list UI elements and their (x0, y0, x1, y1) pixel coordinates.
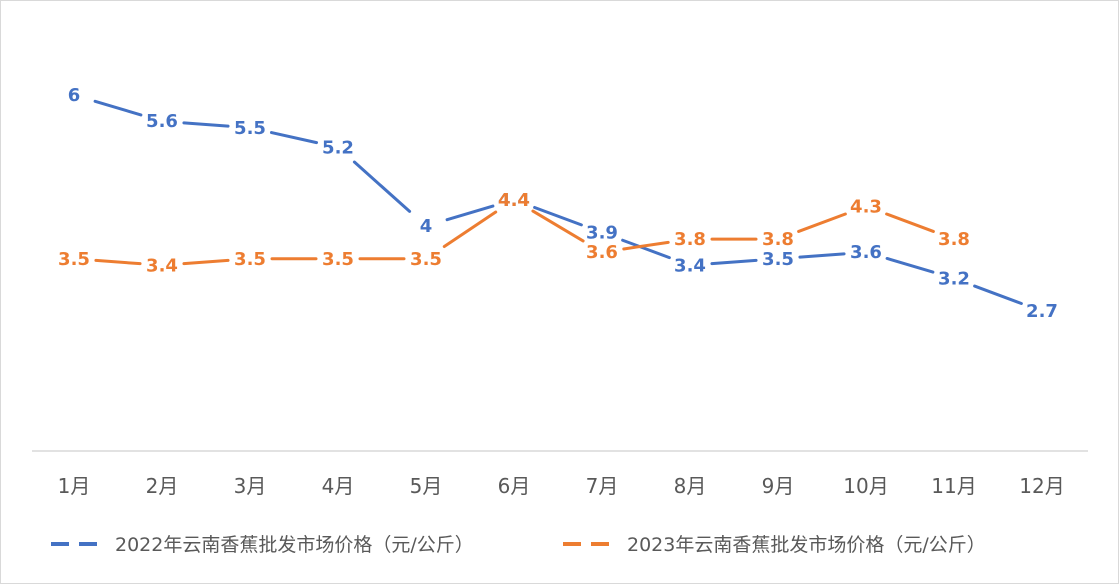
series-0-line-segment (885, 256, 935, 274)
legend-item-2023[interactable]: 2023年云南香蕉批发市场价格（元/公斤） (563, 534, 986, 556)
series-1-data-label: 4.4 (498, 190, 530, 211)
legend-label-2023: 2023年云南香蕉批发市场价格（元/公斤） (627, 534, 986, 556)
series-0-data-label: 5.5 (234, 118, 266, 139)
x-tick-label: 7月 (586, 474, 619, 498)
series-0-line-segment (973, 284, 1023, 305)
series-0-line-segment (710, 258, 758, 266)
series-0-line-segment (93, 99, 143, 117)
series-0-data-label: 3.5 (762, 249, 794, 270)
series-0-data-label: 5.2 (322, 137, 354, 158)
series-1-line-segment (622, 240, 670, 251)
x-tick-label: 4月 (322, 474, 355, 498)
data-labels: 6 5.6 5.5 5.2 4 4.4 3.9 3.4 3.5 3.6 3.2 2.7 3.5 3.4 3.… (58, 85, 1058, 322)
x-tick-label: 5月 (410, 474, 443, 498)
series-1-data-label: 3.5 (58, 249, 90, 270)
series-1-data-label: 3.8 (674, 229, 706, 250)
series-0-data-label: 3.2 (938, 268, 970, 289)
series-0-data-label: 4.4 (498, 190, 530, 211)
series-0-data-label: 3.6 (850, 242, 882, 263)
x-tick-label: 2月 (146, 474, 179, 498)
series-0-line-segment (269, 131, 319, 145)
series-1-data-label: 3.4 (146, 255, 178, 276)
series-0-line-segment (182, 121, 230, 128)
legend: 2022年云南香蕉批发市场价格（元/公斤） 2023年云南香蕉批发市场价格（元/… (51, 534, 986, 556)
series-0-line-segment (533, 205, 583, 227)
series-0-line-segment (352, 160, 412, 213)
x-tick-label: 11月 (931, 474, 976, 498)
legend-label-2022: 2022年云南香蕉批发市场价格（元/公斤） (115, 534, 474, 556)
series-1-data-label: 3.5 (410, 249, 442, 270)
series-0-line-segment (445, 204, 495, 222)
series-lines (93, 99, 1023, 305)
series-0-line-segment (621, 238, 671, 260)
series-0-data-label: 4 (420, 216, 433, 237)
series-1-line-segment (94, 258, 142, 266)
series-1-data-label: 3.8 (762, 229, 794, 250)
series-1-data-label: 4.3 (850, 196, 882, 217)
x-tick-label: 3月 (234, 474, 267, 498)
x-tick-label: 9月 (762, 474, 795, 498)
series-1-data-label: 3.8 (938, 229, 970, 250)
x-tick-label: 6月 (498, 474, 531, 498)
series-0-data-label: 6 (68, 85, 81, 106)
series-1-line-segment (797, 212, 847, 233)
series-1-line-segment (442, 210, 498, 249)
x-tick-label: 10月 (843, 474, 888, 498)
series-1-line-segment (885, 212, 935, 233)
series-0-data-label: 2.7 (1026, 301, 1058, 322)
series-0-data-label: 3.4 (674, 255, 706, 276)
series-0-line-segment (798, 252, 846, 259)
series-1-line-segment (531, 209, 585, 243)
series-0-data-label: 5.6 (146, 111, 178, 132)
series-0-data-label: 3.9 (586, 223, 618, 244)
series-1-data-label: 3.5 (322, 249, 354, 270)
x-tick-label: 8月 (674, 474, 707, 498)
x-tick-label: 1月 (58, 474, 91, 498)
x-axis-tick-labels: 1月 2月 3月 4月 5月 6月 7月 8月 9月 10月 11月 12月 (58, 474, 1065, 498)
series-1-line-segment (182, 258, 230, 266)
legend-item-2022[interactable]: 2022年云南香蕉批发市场价格（元/公斤） (51, 534, 474, 556)
series-1-data-label: 3.5 (234, 249, 266, 270)
x-tick-label: 12月 (1019, 474, 1064, 498)
series-1-data-label: 3.6 (586, 242, 618, 263)
